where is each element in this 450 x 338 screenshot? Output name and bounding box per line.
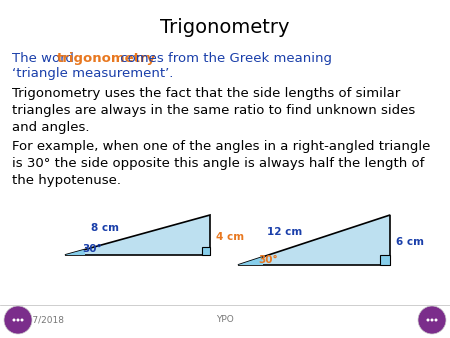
Bar bbox=[202, 247, 210, 255]
Circle shape bbox=[13, 318, 15, 321]
Text: 12 cm: 12 cm bbox=[267, 227, 302, 237]
Text: Trigonometry: Trigonometry bbox=[160, 18, 290, 37]
Wedge shape bbox=[238, 257, 263, 265]
Text: 8 cm: 8 cm bbox=[91, 223, 119, 233]
Text: 6 cm: 6 cm bbox=[396, 237, 424, 247]
Text: The word: The word bbox=[12, 52, 78, 65]
Text: comes from the Greek meaning: comes from the Greek meaning bbox=[116, 52, 332, 65]
Circle shape bbox=[435, 318, 437, 321]
Text: trigonometry: trigonometry bbox=[56, 52, 156, 65]
Circle shape bbox=[4, 306, 32, 334]
Text: 5/27/2018: 5/27/2018 bbox=[18, 315, 64, 324]
Text: For example, when one of the angles in a right-angled triangle
is 30° the side o: For example, when one of the angles in a… bbox=[12, 140, 430, 187]
Circle shape bbox=[418, 306, 446, 334]
Circle shape bbox=[17, 318, 19, 321]
Circle shape bbox=[431, 318, 433, 321]
Wedge shape bbox=[65, 250, 85, 255]
Text: 30°: 30° bbox=[258, 255, 278, 265]
Circle shape bbox=[427, 318, 429, 321]
Text: 1: 1 bbox=[429, 315, 435, 324]
Circle shape bbox=[21, 318, 23, 321]
Text: ‘triangle measurement’.: ‘triangle measurement’. bbox=[12, 67, 173, 80]
Text: 30°: 30° bbox=[82, 244, 102, 254]
Bar bbox=[380, 255, 390, 265]
Polygon shape bbox=[238, 215, 390, 265]
Text: Trigonometry uses the fact that the side lengths of similar
triangles are always: Trigonometry uses the fact that the side… bbox=[12, 87, 415, 134]
Polygon shape bbox=[65, 215, 210, 255]
Text: YPO: YPO bbox=[216, 315, 234, 324]
Text: 4 cm: 4 cm bbox=[216, 232, 244, 242]
